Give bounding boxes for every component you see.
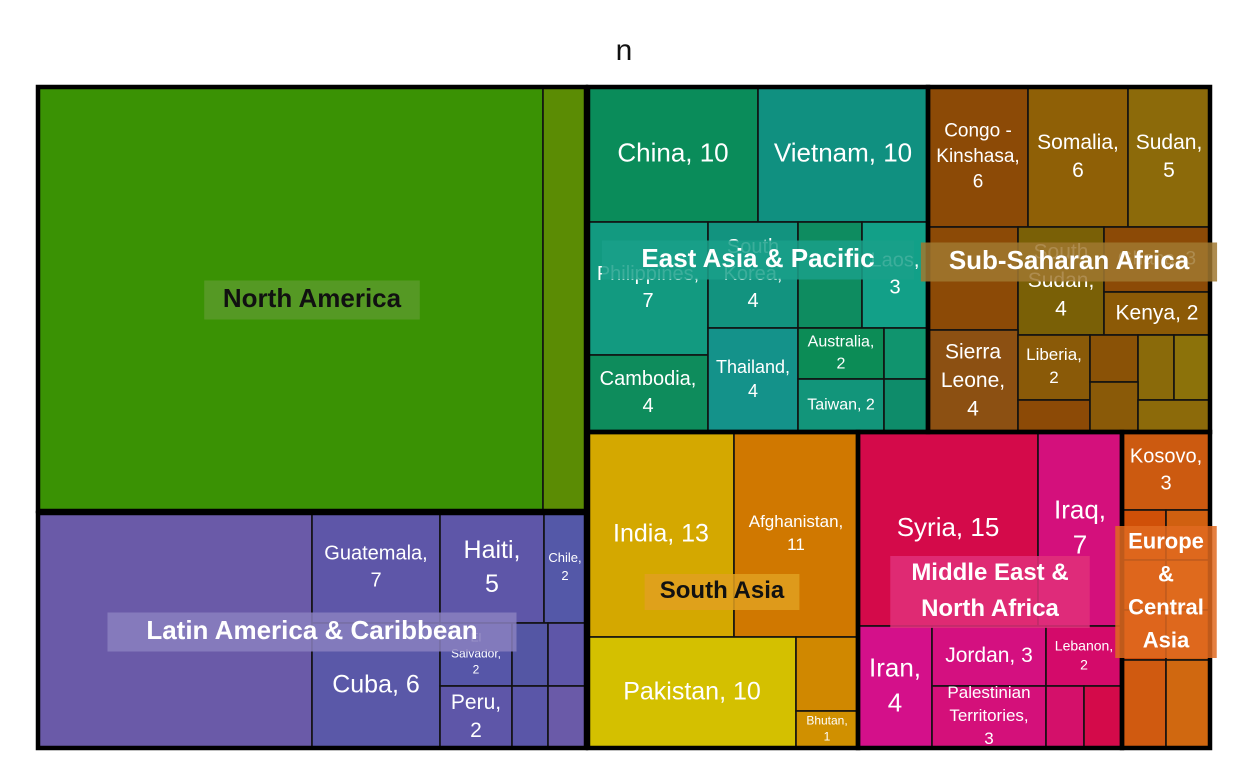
- group-label-bg-sub-saharan-africa: [920, 242, 1218, 282]
- tile-europe-central-asia-8: [1165, 659, 1211, 749]
- tile-label-sierra-leone: Sierra Leone, 4: [941, 340, 1005, 420]
- group-label-north-america: North America: [223, 283, 402, 313]
- group-label-latin-america-caribbean: Latin America & Caribbean: [146, 615, 477, 645]
- tile-label-palestinian-territories: Palestinian Territories, 3: [947, 684, 1030, 749]
- tile-north-america-1: [542, 86, 587, 512]
- tile-label-thailand: Thailand, 4: [716, 357, 790, 401]
- group-label-bg-europe-central-asia: [1115, 526, 1217, 658]
- tile-middle-east-north-africa-6: [1045, 685, 1085, 749]
- tile-sudan: [1127, 86, 1211, 228]
- tile-label-pakistan: Pakistan, 10: [623, 677, 761, 705]
- group-label-middle-east-north-africa: Middle East & North Africa: [911, 559, 1068, 622]
- tile-latin-america-caribbean-7: [511, 622, 549, 687]
- tile-label-jordan: Jordan, 3: [945, 644, 1033, 667]
- tile-label-chile: Chile, 2: [548, 551, 581, 584]
- group-label-sub-saharan-africa: Sub-Saharan Africa: [949, 245, 1190, 275]
- tile-label-somalia: Somalia, 6: [1037, 130, 1119, 181]
- tile-label-syria: Syria, 15: [897, 512, 1000, 542]
- tile-kenya: [1103, 291, 1211, 336]
- group-label-europe-central-asia: Europe & Central Asia: [1128, 528, 1204, 652]
- tile-label-taiwan: Taiwan, 2: [807, 397, 875, 414]
- tile-sub-saharan-africa-13: [1089, 381, 1139, 433]
- tile-australia: [797, 327, 885, 380]
- tile-label-sudan: Sudan, 5: [1136, 130, 1203, 181]
- tile-somalia: [1027, 86, 1129, 228]
- tile-kosovo: [1121, 431, 1211, 511]
- tile-sierra-leone: [927, 329, 1019, 433]
- tile-south-asia-3: [795, 636, 859, 712]
- tile-sub-saharan-africa-12: [1017, 399, 1091, 433]
- tile-sub-saharan-africa-10: [1137, 334, 1175, 401]
- tile-peru: [439, 685, 513, 749]
- group-label-bg-south-asia: [644, 574, 800, 610]
- tile-guatemala: [311, 512, 441, 624]
- tile-label-china: China, 10: [617, 137, 728, 167]
- tile-label-iraq: Iraq, 7: [1054, 494, 1106, 559]
- group-label-east-asia-pacific: East Asia & Pacific: [641, 243, 874, 273]
- tile-palestinian-territories: [931, 685, 1047, 749]
- group-label-bg-middle-east-north-africa: [890, 556, 1090, 628]
- tile-label-kosovo: Kosovo, 3: [1130, 446, 1202, 495]
- tile-cambodia: [587, 354, 709, 433]
- tile-label-cambodia: Cambodia, 4: [600, 368, 697, 417]
- tile-label-haiti: Haiti, 5: [464, 536, 521, 598]
- tile-label-liberia: Liberia, 2: [1026, 346, 1082, 388]
- tile-sub-saharan-africa-14: [1137, 399, 1211, 433]
- tile-label-congo-kinshasa: Congo -Kinshasa, 6: [936, 120, 1019, 192]
- tile-sub-saharan-africa-11: [1173, 334, 1211, 401]
- group-label-south-asia: South Asia: [660, 577, 785, 604]
- group-label-bg-latin-america-caribbean: [107, 612, 517, 652]
- tile-label-guatemala: Guatemala, 7: [324, 543, 427, 592]
- tile-label-iran: Iran, 4: [869, 652, 921, 717]
- tile-east-asia-pacific-11: [883, 378, 929, 433]
- tile-label-india: India, 13: [613, 519, 709, 547]
- chart-title: n: [615, 34, 633, 67]
- tile-latin-america-caribbean-8: [547, 622, 587, 687]
- tile-haiti: [439, 512, 545, 624]
- group-label-bg-north-america: [204, 280, 420, 320]
- tile-latin-america-caribbean-10: [547, 685, 587, 749]
- tile-label-lebanon: Lebanon, 2: [1055, 637, 1113, 672]
- tile-label-kenya: Kenya, 2: [1116, 301, 1199, 324]
- tile-thailand: [707, 327, 799, 433]
- group-label-bg-east-asia-pacific: [601, 240, 915, 280]
- tile-lebanon: [1045, 625, 1123, 687]
- tile-label-cuba: Cuba, 6: [332, 670, 420, 698]
- tile-middle-east-north-africa-7: [1083, 685, 1123, 749]
- tile-sub-saharan-africa-9: [1089, 334, 1139, 383]
- tile-latin-america-caribbean-9: [511, 685, 549, 749]
- tile-label-peru: Peru, 2: [451, 690, 501, 741]
- tile-europe-central-asia-7: [1121, 659, 1167, 749]
- tile-east-asia-pacific-9: [883, 327, 929, 380]
- tile-bhutan: [795, 710, 859, 749]
- tile-label-australia: Australia, 2: [808, 334, 875, 373]
- tile-label-bhutan: Bhutan, 1: [806, 714, 847, 744]
- tile-label-afghanistan: Afghanistan, 11: [749, 513, 844, 555]
- tile-label-vietnam: Vietnam, 10: [774, 137, 912, 167]
